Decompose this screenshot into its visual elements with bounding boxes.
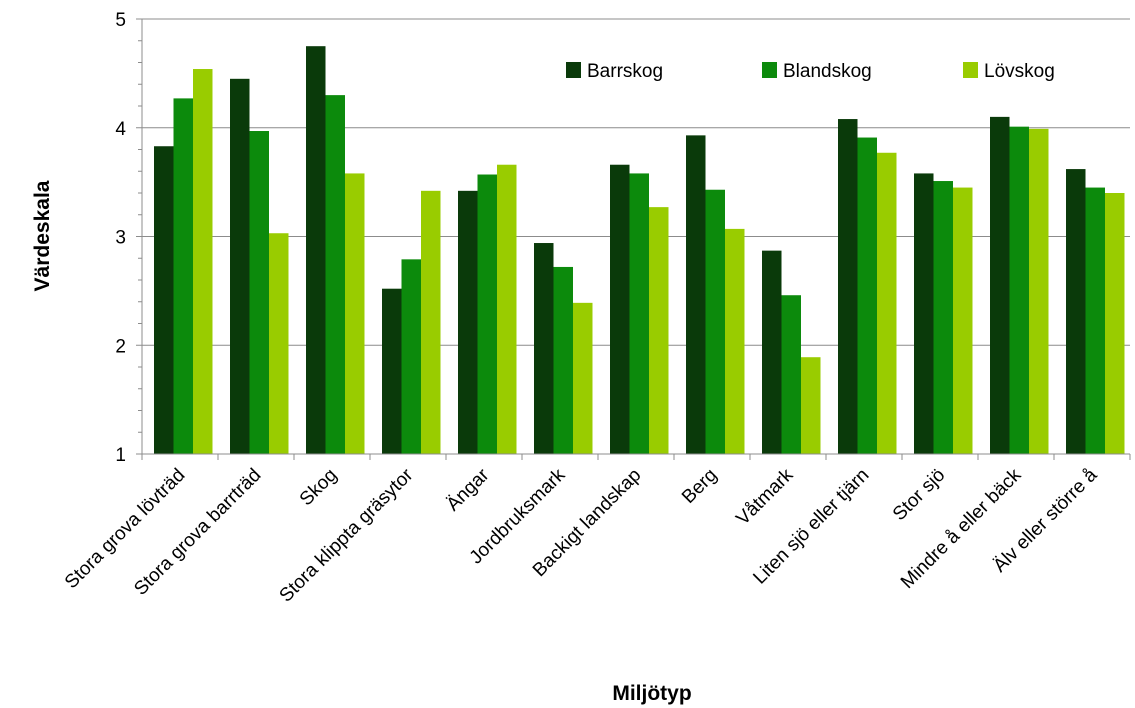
bar-lövskog-0 <box>193 69 213 455</box>
bar-blandskog-11 <box>1009 126 1029 454</box>
legend-label-barrskog: Barrskog <box>587 61 663 82</box>
bar-barrskog-11 <box>990 116 1010 454</box>
legend-swatch-barrskog <box>566 62 581 78</box>
bar-lövskog-4 <box>497 164 517 454</box>
x-tick-label-4: Ängar <box>443 464 494 515</box>
y-tick-label-5: 5 <box>115 10 126 31</box>
legend: Barrskog Blandskog Lövskog <box>566 61 1055 82</box>
bar-blandskog-7 <box>705 189 725 455</box>
x-tick-label-3: Stora klippta gräsytor <box>276 464 418 606</box>
bar-barrskog-5 <box>534 243 554 454</box>
bar-barrskog-0 <box>154 146 174 455</box>
bar-blandskog-5 <box>553 266 573 454</box>
x-tick-label-8: Våtmark <box>732 464 797 529</box>
x-axis-title: Miljötyp <box>612 682 691 705</box>
bar-blandskog-6 <box>629 173 649 455</box>
bar-lövskog-11 <box>1029 128 1049 454</box>
x-tick-label-2: Skog <box>296 465 341 510</box>
bar-barrskog-2 <box>306 46 326 454</box>
bar-barrskog-7 <box>686 135 706 455</box>
x-tick-label-10: Stor sjö <box>889 465 949 525</box>
bar-lövskog-12 <box>1105 193 1125 454</box>
bar-barrskog-10 <box>914 173 934 455</box>
bar-lövskog-7 <box>725 228 745 454</box>
axes <box>136 18 1131 460</box>
y-axis-title: Värdeskala <box>31 180 54 291</box>
bar-blandskog-1 <box>249 131 269 454</box>
y-tick-label-4: 4 <box>115 119 126 140</box>
legend-label-lövskog: Lövskog <box>984 61 1055 82</box>
bar-blandskog-0 <box>173 98 193 454</box>
bar-barrskog-9 <box>838 119 858 455</box>
legend-label-blandskog: Blandskog <box>783 61 872 82</box>
bar-barrskog-3 <box>382 288 402 454</box>
bar-barrskog-4 <box>458 190 478 454</box>
bar-lövskog-6 <box>649 207 669 454</box>
bar-lövskog-3 <box>421 190 441 454</box>
y-tick-label-1: 1 <box>115 445 126 466</box>
legend-swatch-blandskog <box>762 62 777 78</box>
bar-blandskog-2 <box>325 95 345 454</box>
bar-lövskog-5 <box>573 302 593 454</box>
bar-blandskog-10 <box>933 181 953 454</box>
y-tick-label-2: 2 <box>115 336 126 357</box>
bar-lövskog-2 <box>345 173 365 455</box>
x-tick-label-7: Berg <box>678 465 721 508</box>
bar-lövskog-9 <box>877 152 897 454</box>
bars <box>154 46 1125 455</box>
x-tick-label-1: Stora grova barrträd <box>130 465 265 600</box>
bar-lövskog-1 <box>269 233 289 454</box>
bar-barrskog-8 <box>762 250 782 454</box>
bar-blandskog-4 <box>477 174 497 454</box>
bar-blandskog-9 <box>857 137 877 454</box>
legend-swatch-lövskog <box>963 62 978 78</box>
bar-barrskog-1 <box>230 78 250 454</box>
bar-barrskog-6 <box>610 164 630 454</box>
bar-lövskog-10 <box>953 187 973 454</box>
bar-barrskog-12 <box>1066 169 1086 454</box>
y-tick-labels: 1 2 3 4 5 <box>115 10 126 466</box>
bar-blandskog-12 <box>1085 187 1105 454</box>
bar-lövskog-8 <box>801 357 821 454</box>
bar-blandskog-3 <box>401 259 421 454</box>
bar-blandskog-8 <box>781 295 801 454</box>
y-tick-label-3: 3 <box>115 228 126 249</box>
